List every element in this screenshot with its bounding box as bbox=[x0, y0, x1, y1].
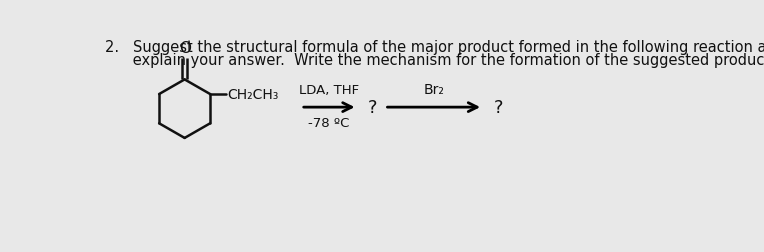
Text: O: O bbox=[179, 41, 191, 55]
Text: ?: ? bbox=[367, 99, 377, 117]
Text: 2.   Suggest the structural formula of the major product formed in the following: 2. Suggest the structural formula of the… bbox=[105, 40, 764, 55]
Text: Br₂: Br₂ bbox=[423, 83, 444, 97]
Text: CH₂CH₃: CH₂CH₃ bbox=[227, 88, 279, 102]
Text: -78 ºC: -78 ºC bbox=[309, 117, 350, 130]
Text: explain your answer.  Write the mechanism for the formation of the suggested pro: explain your answer. Write the mechanism… bbox=[105, 52, 764, 68]
Text: ?: ? bbox=[494, 99, 503, 117]
Text: LDA, THF: LDA, THF bbox=[299, 84, 359, 97]
